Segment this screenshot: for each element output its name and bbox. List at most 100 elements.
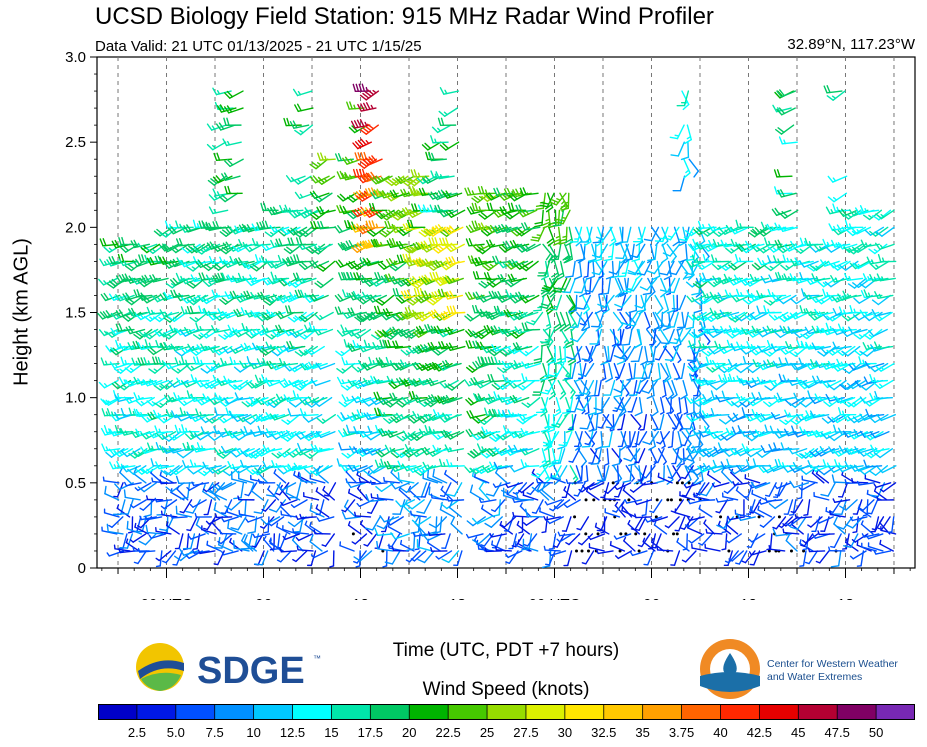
wind-barb xyxy=(387,516,404,526)
wind-barb xyxy=(584,431,596,448)
wind-barb xyxy=(397,472,415,484)
wind-barb xyxy=(341,356,361,366)
wind-barb xyxy=(507,273,528,283)
wind-barb xyxy=(404,444,425,453)
wind-barb xyxy=(218,192,239,203)
wind-barb xyxy=(661,294,669,315)
wind-barb xyxy=(197,549,216,555)
colorbar-swatch xyxy=(681,704,721,720)
wind-barb xyxy=(736,393,756,402)
wind-barb xyxy=(563,499,581,509)
wind-barb xyxy=(569,226,583,243)
wind-barb xyxy=(639,277,658,291)
wind-barb xyxy=(159,516,175,532)
wind-barb xyxy=(577,465,584,483)
wind-barb xyxy=(630,414,642,430)
wind-barb xyxy=(189,311,209,323)
wind-barb xyxy=(682,533,688,551)
wind-barb xyxy=(435,550,453,560)
wind-barb xyxy=(557,379,567,400)
wind-barb xyxy=(564,362,577,380)
wind-barb xyxy=(621,506,637,518)
wind-barb xyxy=(484,516,503,528)
wind-barb xyxy=(265,294,286,303)
wind-barb xyxy=(472,271,492,280)
colorbar-label: 35 xyxy=(635,725,649,740)
wind-barb xyxy=(535,478,554,484)
wind-barb xyxy=(865,408,885,417)
wind-barb xyxy=(692,379,702,400)
wind-barb xyxy=(715,497,734,503)
wind-barb xyxy=(634,513,652,519)
wind-barb xyxy=(336,170,356,180)
wind-barb xyxy=(340,324,360,333)
wind-barb xyxy=(558,431,573,447)
wind-barb xyxy=(309,158,329,170)
colorbar-swatch xyxy=(564,704,605,720)
wind-barb xyxy=(262,460,282,469)
y-tick-label: 3.0 xyxy=(65,49,86,66)
x-tick-label: 18 xyxy=(837,596,854,600)
colorbar-label: 7.5 xyxy=(206,725,224,740)
colorbar-swatch xyxy=(837,704,877,720)
wind-barb xyxy=(634,448,646,464)
wind-barb xyxy=(185,499,201,514)
wind-barb xyxy=(531,499,544,514)
wind-barb xyxy=(250,483,264,501)
wind-barb xyxy=(309,293,329,302)
wind-barb xyxy=(439,141,460,151)
wind-barb xyxy=(542,431,560,446)
wind-barb xyxy=(313,328,334,336)
wind-barb xyxy=(212,87,232,96)
wind-barb xyxy=(186,390,206,399)
wind-barb xyxy=(750,481,771,489)
wind-barb xyxy=(764,482,777,497)
wind-barb xyxy=(625,465,635,482)
wind-barb xyxy=(542,448,551,468)
wind-barb xyxy=(816,375,836,384)
wind-barb xyxy=(673,294,679,313)
wind-barb xyxy=(635,226,644,247)
wind-barb xyxy=(664,516,680,529)
wind-barb xyxy=(670,499,684,513)
wind-barb xyxy=(149,274,169,283)
wind-barb xyxy=(526,311,544,326)
wind-barb xyxy=(688,158,700,178)
wind-barb xyxy=(484,547,502,553)
wind-barb xyxy=(652,362,662,383)
wind-barb xyxy=(579,414,594,430)
calm-dot xyxy=(789,549,793,553)
wind-barb xyxy=(606,345,616,362)
wind-barb xyxy=(698,504,713,518)
wind-barb xyxy=(681,465,694,480)
wind-barb xyxy=(736,513,756,521)
wind-barb xyxy=(351,533,368,545)
wind-barb xyxy=(551,260,560,281)
wind-barb xyxy=(315,175,336,185)
wind-barb xyxy=(519,187,539,196)
wind-barb xyxy=(837,482,849,498)
wind-barb xyxy=(491,499,501,518)
wind-barb xyxy=(605,260,615,280)
wind-barb xyxy=(735,311,755,322)
wind-barb xyxy=(555,209,571,225)
wind-barb xyxy=(265,482,282,498)
wind-barb xyxy=(485,482,502,497)
wind-barb xyxy=(695,465,704,485)
wind-barb xyxy=(193,328,213,340)
wind-barb xyxy=(729,226,750,235)
calm-dot xyxy=(680,481,684,485)
wind-barb xyxy=(157,356,177,366)
wind-barb xyxy=(279,547,298,553)
wind-barb xyxy=(564,379,576,399)
wind-barb xyxy=(183,224,204,233)
wind-barb xyxy=(175,475,195,485)
calm-dot xyxy=(777,515,781,519)
wind-barb xyxy=(540,362,550,381)
wind-barb xyxy=(478,277,498,289)
wind-barb xyxy=(315,504,330,518)
wind-barb xyxy=(576,345,581,364)
wind-barb xyxy=(577,533,594,546)
wind-barb xyxy=(233,482,245,500)
wind-barb xyxy=(206,141,227,151)
